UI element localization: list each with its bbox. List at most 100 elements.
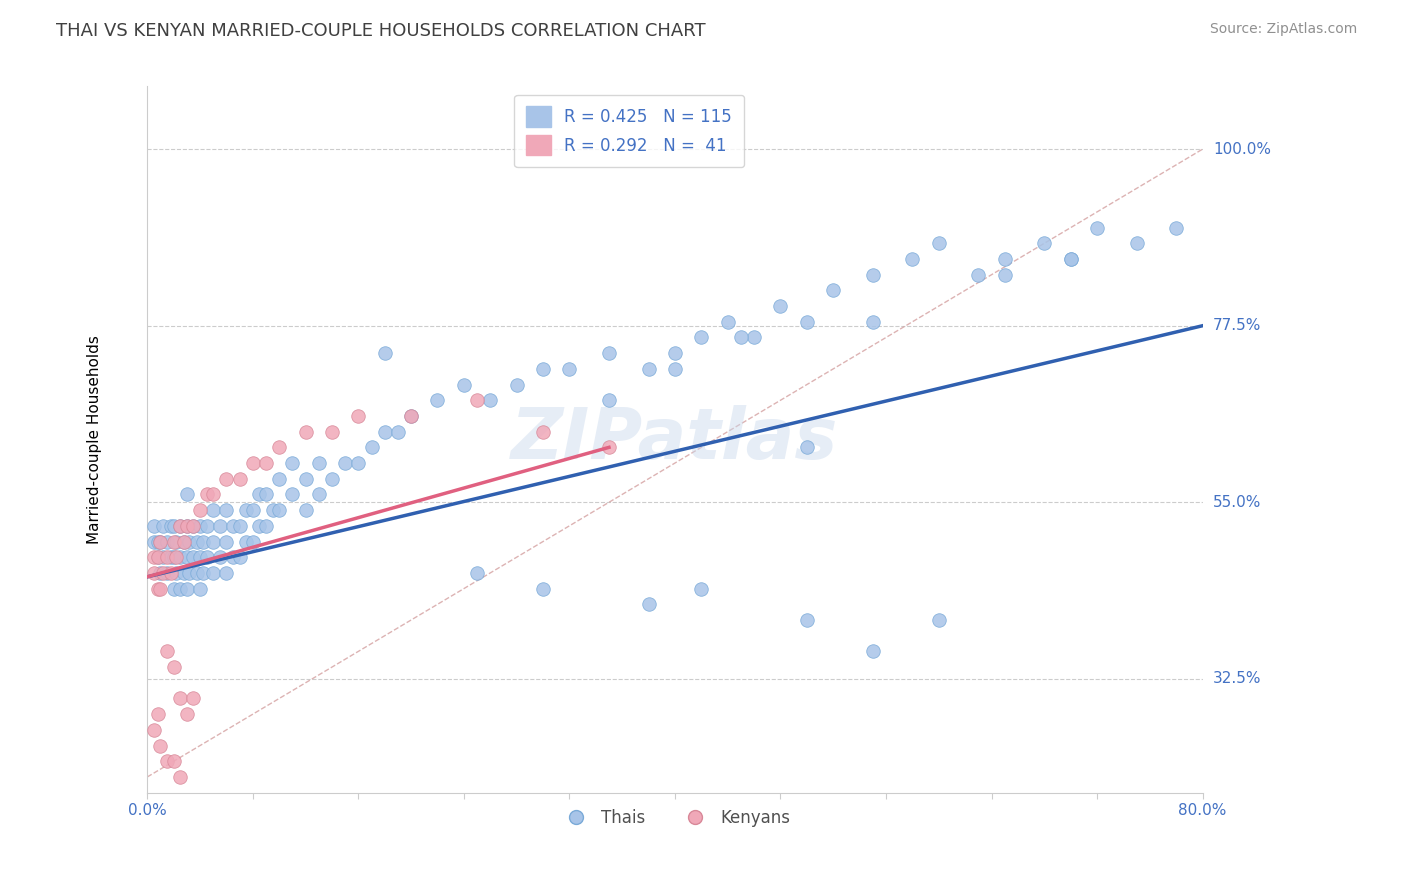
Point [928,613,950,627]
Point [1085,220,1108,235]
Point [928,236,950,251]
Point [269,441,291,455]
Point [173,534,195,549]
Point [142,518,165,533]
Point [215,566,238,580]
Point [222,518,245,533]
Point [183,518,205,533]
Point [399,409,422,423]
Point [176,707,198,722]
Point [202,566,225,580]
Point [862,315,884,329]
Point [333,456,356,470]
Point [208,550,231,565]
Point [183,518,205,533]
Point [169,770,191,784]
Point [176,518,198,533]
Point [531,425,554,439]
Point [191,566,214,580]
Point [321,425,343,439]
Point [426,393,449,408]
Point [294,425,316,439]
Point [169,518,191,533]
Point [823,284,845,298]
Point [598,346,620,360]
Point [169,518,191,533]
Point [191,534,214,549]
Point [254,518,277,533]
Point [188,582,211,596]
Point [165,534,187,549]
Point [156,550,179,565]
Point [163,660,186,674]
Point [531,582,554,596]
Text: 32.5%: 32.5% [1213,672,1261,686]
Point [242,503,264,517]
Point [465,393,488,408]
Point [146,534,169,549]
Point [249,518,271,533]
Point [242,456,264,470]
Point [637,362,659,376]
Point [149,566,172,580]
Point [142,534,165,549]
Point [215,534,238,549]
Point [453,377,475,392]
Point [183,550,205,565]
Point [387,425,409,439]
Point [796,613,818,627]
Point [186,566,208,580]
Point [374,346,396,360]
Point [901,252,924,266]
Point [690,330,713,344]
Point [169,691,191,706]
Point [156,534,179,549]
Point [862,644,884,658]
Point [169,550,191,565]
Point [294,472,316,486]
Point [146,550,169,565]
Point [188,550,211,565]
Point [165,566,187,580]
Point [215,503,238,517]
Point [1125,236,1147,251]
Point [281,487,304,501]
Point [308,487,330,501]
Text: 77.5%: 77.5% [1213,318,1261,334]
Point [1060,252,1083,266]
Point [862,268,884,282]
Point [202,487,225,501]
Point [994,268,1017,282]
Point [347,409,370,423]
Point [179,566,201,580]
Text: 55.0%: 55.0% [1213,495,1261,510]
Point [146,582,169,596]
Point [163,754,186,768]
Point [146,707,169,722]
Point [188,518,211,533]
Point [294,503,316,517]
Point [228,518,250,533]
Legend: Thais, Kenyans: Thais, Kenyans [553,803,797,834]
Point [149,582,172,596]
Point [173,566,195,580]
Point [558,362,581,376]
Point [465,566,488,580]
Point [142,550,165,565]
Point [176,487,198,501]
Point [215,472,238,486]
Point [146,550,169,565]
Point [505,377,527,392]
Point [176,582,198,596]
Point [149,534,172,549]
Point [269,472,291,486]
Point [188,503,211,517]
Point [176,518,198,533]
Point [173,534,195,549]
Point [254,456,277,470]
Point [228,472,250,486]
Point [163,518,186,533]
Point [1166,220,1188,235]
Point [202,534,225,549]
Point [269,503,291,517]
